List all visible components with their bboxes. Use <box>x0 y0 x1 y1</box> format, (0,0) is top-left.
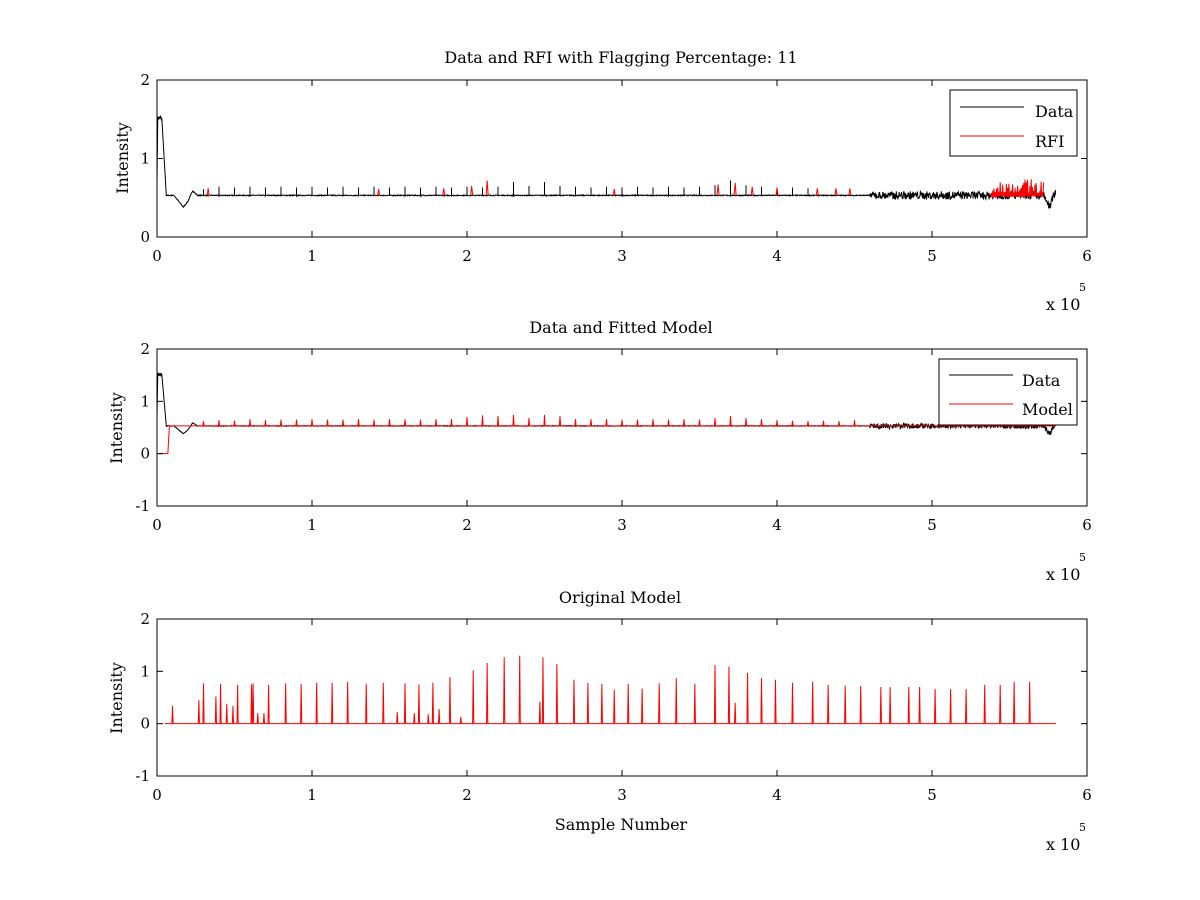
rfi-spike <box>442 188 446 196</box>
rfi-spike <box>834 188 838 196</box>
y-tick-label: 1 <box>140 662 150 680</box>
y-tick-label: 2 <box>140 610 150 628</box>
rfi-spike <box>470 185 474 196</box>
rfi-spike <box>206 188 210 196</box>
panel-title: Original Model <box>559 588 681 607</box>
x-tick-label: 4 <box>772 247 782 265</box>
y-tick-label: 2 <box>140 71 150 89</box>
rfi-spike <box>716 184 720 196</box>
legend: Data Model <box>938 358 1078 426</box>
x-tick-label: 6 <box>1082 247 1092 265</box>
legend-label-rfi: RFI <box>1035 132 1064 151</box>
y-tick-label: -1 <box>135 767 150 785</box>
x-tick-label: 3 <box>617 247 627 265</box>
plot-marks <box>164 655 1056 725</box>
panel-title: Data and Fitted Model <box>529 318 712 337</box>
x-tick-label: 2 <box>462 516 472 534</box>
x-tick-label: 0 <box>152 247 162 265</box>
plot-marks <box>156 372 1056 455</box>
x-multiplier-exponent: 5 <box>1079 281 1086 294</box>
y-axis-label: Intensity <box>107 392 126 464</box>
panel-fitted-model: Data and Fitted Model Intensity 0 1 2 3 4 5 6 -… <box>107 318 1092 584</box>
x-tick-label: 1 <box>307 247 317 265</box>
data-series-line <box>156 115 1057 209</box>
legend-box <box>949 89 1078 157</box>
x-tick-label: 2 <box>462 786 472 804</box>
original-model-line <box>164 655 1056 725</box>
x-tick-label: 3 <box>617 516 627 534</box>
x-tick-label: 5 <box>927 786 937 804</box>
legend-label-data: Data <box>1035 102 1074 121</box>
x-multiplier: x 10 <box>1046 565 1080 584</box>
x-tick-label: 3 <box>617 786 627 804</box>
rfi-spike <box>848 188 852 196</box>
y-tick-label: 1 <box>140 392 150 410</box>
x-tick-label: 1 <box>307 516 317 534</box>
x-tick-label: 0 <box>152 516 162 534</box>
x-tick-label: 5 <box>927 516 937 534</box>
x-axis-label: Sample Number <box>555 815 688 834</box>
x-tick-label: 4 <box>772 516 782 534</box>
legend-label-data: Data <box>1022 371 1061 390</box>
rfi-spike <box>612 189 616 196</box>
y-tick-label: -1 <box>135 497 150 515</box>
x-tick-label: 5 <box>927 247 937 265</box>
y-tick-label: 0 <box>140 228 150 246</box>
rfi-spike <box>815 188 819 196</box>
x-tick-label: 4 <box>772 786 782 804</box>
x-tick-label: 6 <box>1082 516 1092 534</box>
x-tick-label: 6 <box>1082 786 1092 804</box>
rfi-spike <box>775 187 779 196</box>
x-multiplier-exponent: 5 <box>1079 551 1086 564</box>
rfi-spike <box>485 180 489 196</box>
x-multiplier-exponent: 5 <box>1079 821 1086 834</box>
x-multiplier: x 10 <box>1046 835 1080 854</box>
panel-rfi: Data and RFI with Flagging Percentage: 1… <box>113 48 1092 314</box>
rfi-spike <box>733 182 737 196</box>
y-tick-label: 2 <box>140 340 150 358</box>
legend: Data RFI <box>949 89 1078 157</box>
x-tick-label: 0 <box>152 786 162 804</box>
y-axis-label: Intensity <box>113 122 132 194</box>
x-tick-label: 1 <box>307 786 317 804</box>
axis-ticks: 0 1 2 3 4 5 6 0 1 2 <box>140 71 1091 265</box>
x-tick-label: 2 <box>462 247 472 265</box>
legend-label-model: Model <box>1022 400 1073 419</box>
plot-marks <box>156 115 1057 209</box>
y-tick-label: 0 <box>140 715 150 733</box>
panel-title: Data and RFI with Flagging Percentage: 1… <box>444 48 797 67</box>
y-tick-label: 1 <box>140 150 150 168</box>
model-series-line <box>158 414 1056 455</box>
y-axis-label: Intensity <box>107 662 126 734</box>
rfi-spike <box>750 186 754 196</box>
y-tick-label: 0 <box>140 445 150 463</box>
rfi-dense-region <box>990 179 1045 198</box>
rfi-spike <box>377 189 381 196</box>
legend-box <box>938 358 1078 426</box>
x-multiplier: x 10 <box>1046 295 1080 314</box>
